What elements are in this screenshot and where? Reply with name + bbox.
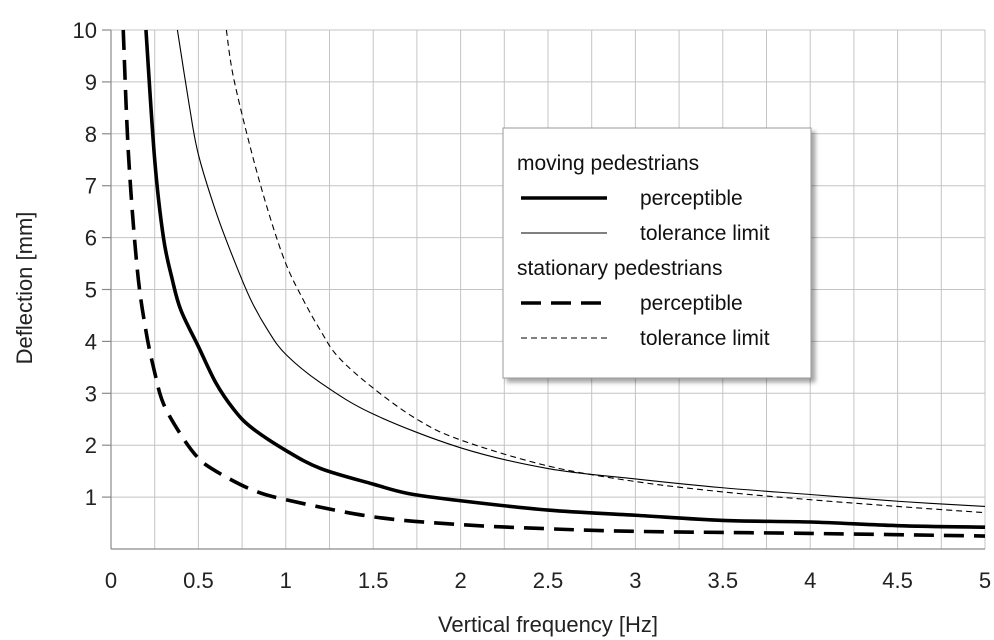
x-tick-label: 1.5 — [358, 568, 389, 593]
series-line-stationary-perceptible — [121, 29, 986, 538]
legend-entry-label: tolerance limit — [640, 327, 770, 350]
y-axis-title: Deflection [mm] — [12, 212, 37, 365]
series-line-stationary-tolerance — [225, 29, 986, 514]
axes — [102, 29, 985, 550]
legend-entry-label: perceptible — [640, 187, 743, 210]
x-tick-label: 1 — [280, 568, 292, 593]
series-lines — [121, 29, 986, 538]
series-line-moving-perceptible — [144, 29, 986, 529]
y-tick-label: 9 — [85, 70, 97, 95]
x-tick-label: 0.5 — [183, 568, 214, 593]
x-tick-label: 4.5 — [882, 568, 913, 593]
x-tick-label: 5 — [979, 568, 991, 593]
x-tick-label: 4 — [804, 568, 816, 593]
y-tick-label: 10 — [73, 18, 97, 43]
legend-group-heading: moving pedestrians — [517, 152, 699, 175]
y-tick-label: 8 — [85, 122, 97, 147]
x-tick-label: 2.5 — [533, 568, 564, 593]
legend-group-heading: stationary pedestrians — [517, 257, 722, 280]
y-tick-label: 3 — [85, 381, 97, 406]
y-tick-label: 4 — [85, 329, 97, 354]
series-line-moving-tolerance — [176, 29, 986, 507]
x-tick-label: 3.5 — [708, 568, 739, 593]
legend: moving pedestrians perceptible tolerance l… — [502, 127, 812, 379]
x-axis-title: Vertical frequency [Hz] — [438, 612, 658, 637]
legend-entry-label: perceptible — [640, 292, 743, 315]
legend-box — [502, 127, 812, 379]
y-tick-label: 6 — [85, 226, 97, 251]
x-tick-label: 2 — [454, 568, 466, 593]
tick-labels: 0 0.5 1 1.5 2 2.5 3 3.5 4 4.5 5 1 2 3 4 5 6 7 8 9 10 — [73, 18, 992, 593]
y-tick-label: 5 — [85, 278, 97, 303]
legend-entry-label: tolerance limit — [640, 222, 770, 245]
x-tick-label: 3 — [629, 568, 641, 593]
y-tick-label: 2 — [85, 433, 97, 458]
y-tick-label: 7 — [85, 174, 97, 199]
y-tick-label: 1 — [85, 485, 97, 510]
x-tick-label: 0 — [105, 568, 117, 593]
